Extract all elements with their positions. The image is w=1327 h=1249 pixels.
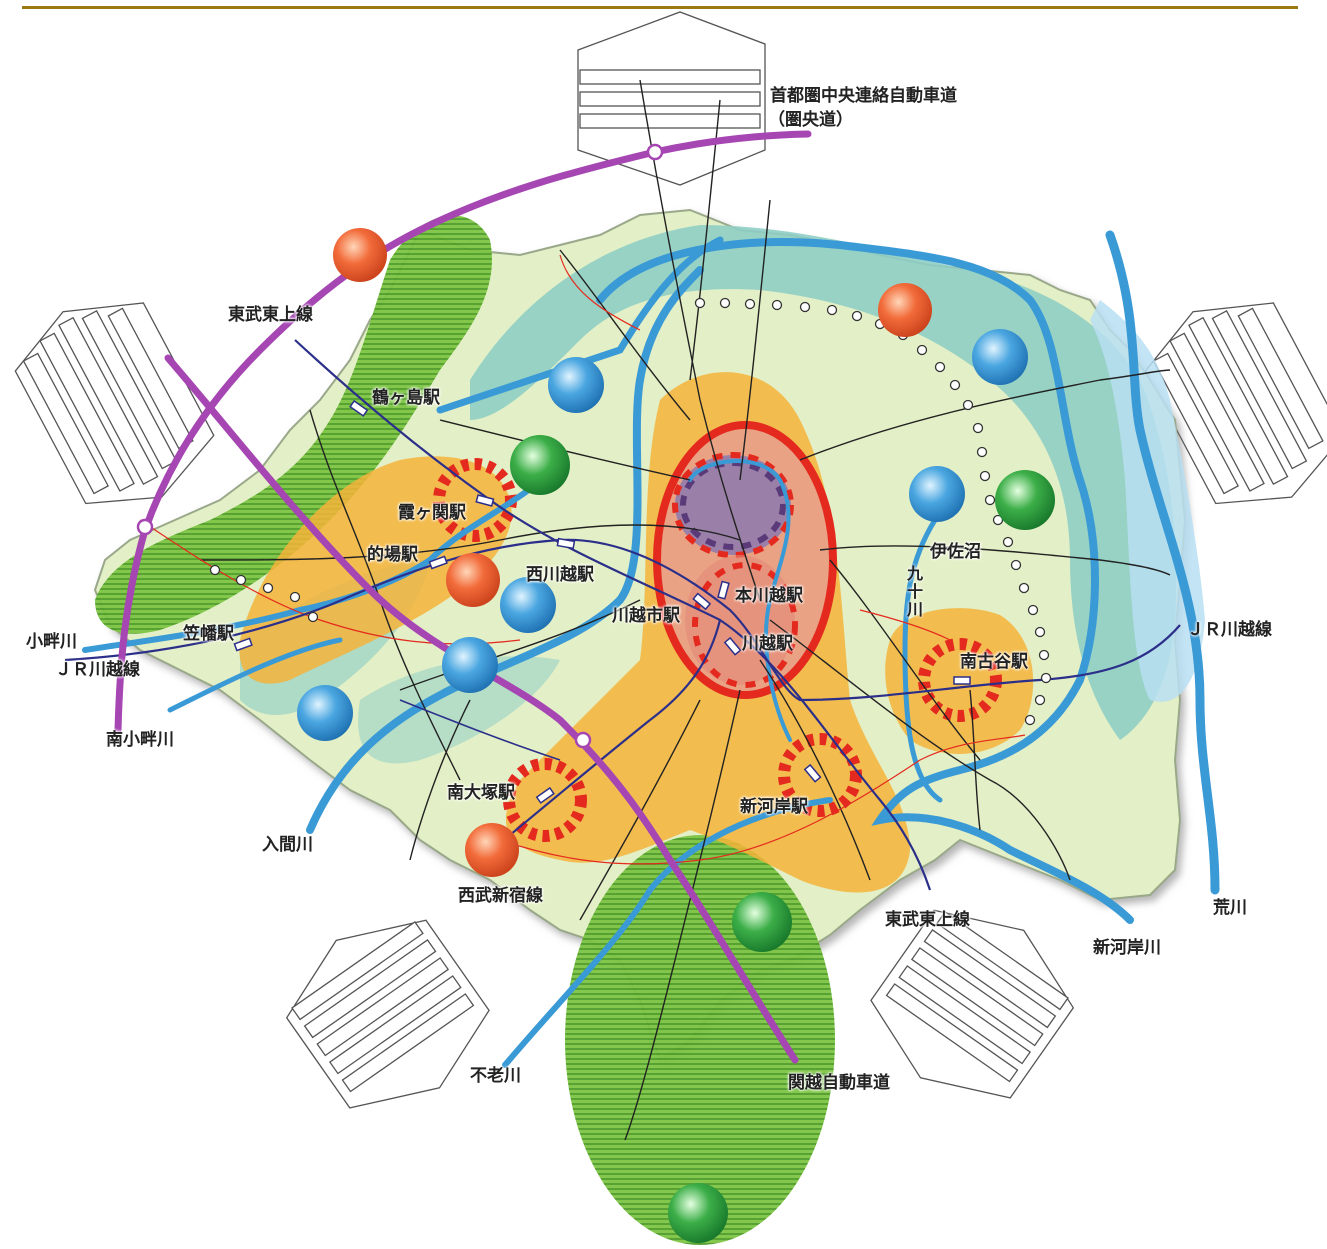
sphere-markers: [297, 228, 1055, 1243]
station-marker-icon: [723, 636, 742, 656]
label-tobu-tojo-line-nw: 東武東上線: [228, 305, 313, 325]
blue-sphere-icon: [297, 685, 353, 741]
label-kasumigaseki-station: 霞ヶ関駅: [398, 503, 466, 523]
hub-shingashi: [778, 733, 862, 817]
rail-tobu-branch: [399, 699, 561, 761]
neighbor-city-blocks: [14, 11, 1327, 1109]
header-rule: [22, 6, 1298, 9]
station-marker-icon: [717, 580, 730, 600]
label-kohata-river: 小畔川: [26, 632, 77, 652]
label-jr-kawagoe-line-east: ＪＲ川越線: [1187, 620, 1272, 640]
label-minami-kohata-river: 南小畔川: [106, 730, 174, 750]
label-kawagoe-station: 川越駅: [742, 634, 793, 654]
label-seibu-shinjuku-line: 西武新宿線: [458, 886, 543, 906]
neighbor-block-southwest: [285, 919, 490, 1109]
label-minamiotsuka-station: 南大塚駅: [447, 783, 515, 803]
label-kawagoeshi-station: 川越市駅: [612, 606, 680, 626]
neighbor-block-west: [14, 302, 215, 505]
blue-sphere-icon: [442, 637, 498, 693]
roads: [199, 79, 1171, 1141]
green-sphere-icon: [732, 892, 792, 952]
station-marker-icon: [692, 592, 712, 611]
station-marker-icon: [535, 786, 555, 804]
interchange-ring-icon: [574, 731, 592, 749]
station-marker-icon: [556, 537, 576, 550]
label-shingashi-river: 新河岸川: [1093, 938, 1161, 958]
label-nishikawagoe-station: 西川越駅: [526, 565, 594, 585]
city-core: [653, 421, 837, 699]
label-ken-o-do: 首都圏中央連絡自動車道: [770, 86, 957, 106]
minor-red-roads: [139, 254, 1026, 865]
interchanges: [136, 143, 664, 749]
orange-sphere-icon: [465, 823, 519, 877]
interchange-ring-icon: [136, 518, 154, 536]
river-arakawa: [1105, 230, 1220, 895]
station-marker-icon: [428, 555, 448, 570]
orange-sphere-icon: [333, 228, 387, 282]
arakawa-floodplain: [1090, 300, 1205, 702]
label-minamifuruya-station: 南古谷駅: [960, 652, 1028, 672]
hub-minamifuruya: [918, 638, 1002, 722]
green-zone-northwest: [95, 215, 492, 634]
rail-seibu-shinjuku: [479, 619, 722, 861]
station-marker-icon: [475, 494, 495, 507]
rail-jr-kawagoe: [64, 538, 1181, 702]
neighbor-block-east: [1144, 302, 1327, 505]
neighbor-block-north: [577, 11, 766, 186]
river-kujukawa: [902, 517, 943, 803]
blue-sphere-icon: [548, 357, 604, 413]
station-marker-icon: [803, 763, 822, 783]
label-kasahata-station: 笠幡駅: [183, 624, 234, 644]
label-tsurugashima-station: 鶴ヶ島駅: [372, 388, 440, 408]
label-jr-kawagoe-line-west: ＪＲ川越線: [55, 660, 140, 680]
label-arakawa-river: 荒川: [1213, 898, 1247, 918]
interchange-ring-icon: [646, 143, 664, 161]
river-iruma: [306, 266, 704, 834]
station-marker-icon: [233, 637, 253, 652]
expressway-kan-etsu: [164, 354, 799, 1064]
label-iruma-river: 入間川: [262, 835, 313, 855]
label-tobu-tojo-line-se: 東武東上線: [885, 910, 970, 930]
label-kujukawa: 九十川: [906, 564, 923, 619]
label-furo-river: 不老川: [470, 1066, 521, 1086]
river-minami-kohata: [167, 637, 343, 713]
blue-sphere-icon: [972, 329, 1028, 385]
rivers: [82, 230, 1220, 1068]
river-shingashi: [596, 238, 1134, 924]
orange-sphere-icon: [878, 283, 932, 337]
stations: [233, 399, 971, 804]
neighbor-block-southeast: [870, 909, 1075, 1099]
urban-zone-west: [239, 456, 512, 684]
green-sphere-icon: [995, 470, 1055, 530]
blue-sphere-icon: [909, 466, 965, 522]
label-shingashi-station: 新河岸駅: [740, 797, 808, 817]
blue-sphere-icon: [500, 577, 556, 633]
hub-minamiotsuka: [503, 758, 587, 842]
label-ken-o-do-abbrev: （圏央道）: [768, 110, 853, 130]
label-isanuma: 伊佐沼: [930, 542, 981, 562]
station-marker-icon: [953, 676, 971, 685]
station-marker-icon: [349, 399, 369, 417]
label-honkawagoe-station: 本川越駅: [735, 586, 803, 606]
orange-sphere-icon: [446, 553, 500, 607]
label-kanetsu-expressway: 関越自動車道: [788, 1073, 890, 1093]
river-iruma-upper: [436, 236, 724, 414]
railways: [64, 339, 1181, 891]
green-sphere-icon: [668, 1183, 728, 1243]
green-sphere-icon: [510, 435, 570, 495]
label-matoba-station: 的場駅: [367, 545, 418, 565]
rail-tobu-tojo: [294, 339, 932, 891]
river-furo: [502, 797, 833, 1068]
